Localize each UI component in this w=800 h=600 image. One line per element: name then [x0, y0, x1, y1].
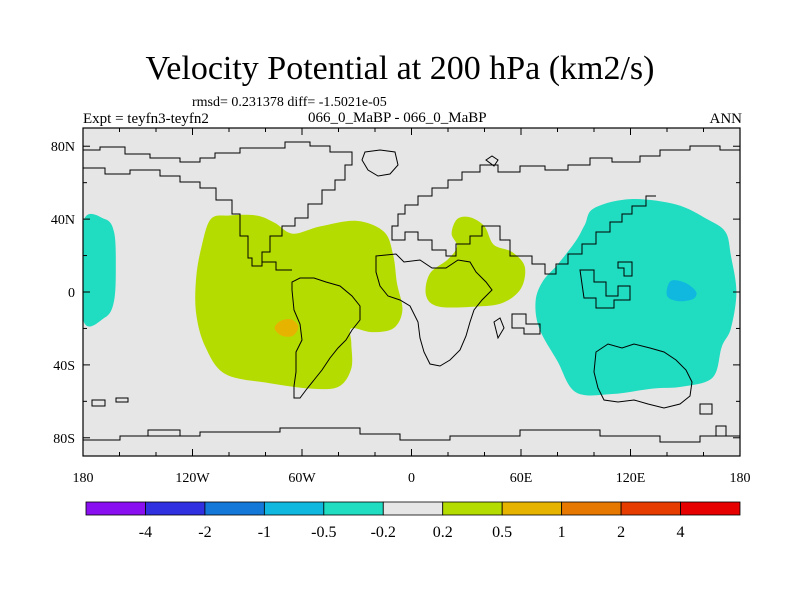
colorbar-label: 1: [558, 524, 566, 541]
region-negative-west-pacific-edge: [83, 213, 116, 327]
colorbar-label: 0.2: [433, 524, 453, 541]
colorbar-swatch: [323, 501, 384, 516]
chart-title: Velocity Potential at 200 hPa (km2/s): [145, 50, 655, 87]
colorbar-swatch: [145, 501, 206, 516]
x-tick-label: 180: [73, 471, 94, 486]
x-tick-label: 60E: [510, 471, 533, 486]
x-tick-label: 120W: [175, 471, 210, 486]
region-positive-indian-ocean: [425, 216, 526, 308]
y-tick-label: 40S: [53, 359, 75, 374]
colorbar-swatch: [442, 501, 503, 516]
coastlines: [83, 141, 740, 443]
y-axis: 80N 40N 0 40S 80S: [51, 140, 740, 447]
region-positive-core: [274, 318, 299, 337]
colorbar-swatch: [85, 501, 146, 516]
colorbar-label: 2: [617, 524, 625, 541]
y-tick-label: 0: [68, 286, 75, 301]
x-tick-label: 0: [408, 471, 415, 486]
colorbar-swatch: [382, 501, 444, 516]
experiment-label: Expt = teyfn3-teyfn2: [83, 111, 209, 127]
colorbar-label: -4: [139, 524, 152, 541]
colorbar-swatch: [680, 501, 741, 516]
stats-text: rmsd= 0.231378 diff= -1.5021e-05: [192, 95, 387, 110]
y-tick-label: 80N: [51, 140, 75, 155]
x-axis: 180 120W 60W 0 60E 120E 180: [73, 128, 751, 486]
region-negative-core: [666, 280, 697, 302]
case-label: 066_0_MaBP - 066_0_MaBP: [308, 110, 487, 126]
colorbar-swatch: [561, 501, 622, 516]
colorbar-label: -0.5: [311, 524, 336, 541]
colorbar-label: -2: [198, 524, 211, 541]
colorbar-swatch: [501, 501, 563, 516]
colorbar-swatch: [620, 501, 681, 516]
colorbar: -4 -2 -1 -0.5 -0.2 0.2 0.5 1 2 4: [85, 501, 741, 541]
x-tick-label: 60W: [288, 471, 316, 486]
x-tick-label: 120E: [616, 471, 646, 486]
y-tick-label: 80S: [53, 432, 75, 447]
colorbar-label: -0.2: [371, 524, 396, 541]
y-tick-label: 40N: [51, 213, 75, 228]
x-tick-label: 180: [730, 471, 751, 486]
colorbar-label: -1: [258, 524, 271, 541]
contour-regions: [83, 199, 737, 396]
season-label: ANN: [709, 111, 743, 127]
colorbar-swatch: [204, 501, 265, 516]
colorbar-label: 0.5: [492, 524, 512, 541]
region-positive-africa-atlantic: [195, 214, 403, 390]
region-negative-pacific: [535, 199, 737, 396]
colorbar-label: 4: [677, 524, 685, 541]
colorbar-swatch: [263, 501, 325, 516]
